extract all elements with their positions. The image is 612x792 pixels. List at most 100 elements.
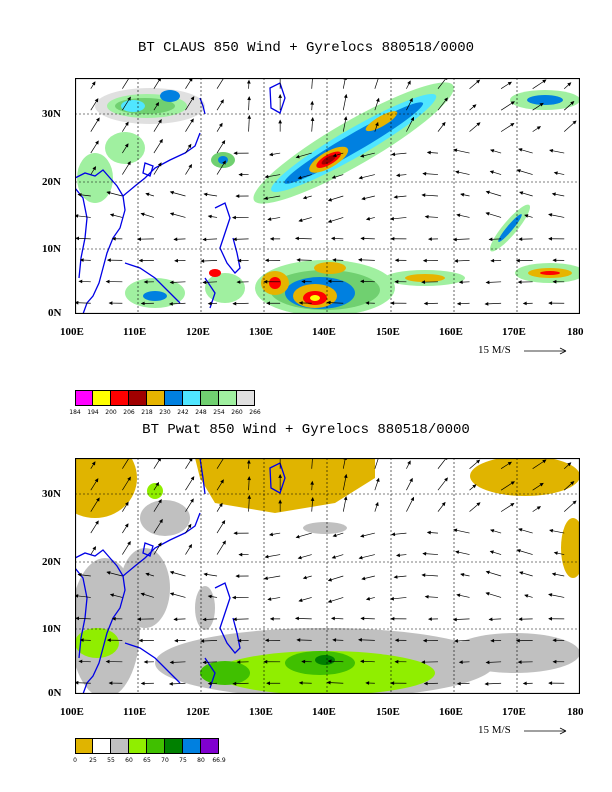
wind-vector-head: [452, 617, 457, 622]
wind-vector-head: [393, 575, 398, 579]
wind-vector-head: [518, 528, 523, 532]
wind-vector-head: [190, 96, 195, 101]
top-colorbar-tick-label: 184: [69, 409, 81, 416]
bottom-lon-label-140e: 140E: [312, 706, 336, 718]
wind-vector-head: [158, 119, 162, 124]
wind-vector-head: [524, 214, 529, 218]
wind-vector-head: [125, 121, 129, 126]
wind-vector-head: [552, 659, 557, 664]
wind-vector-head: [548, 236, 553, 241]
top-colorbar-swatch: [147, 390, 165, 406]
wind-vector-head: [360, 659, 364, 664]
wind-vector-head: [327, 599, 332, 603]
wind-vector-head: [235, 194, 240, 198]
bottom-lon-label-130e: 130E: [249, 706, 273, 718]
wind-vector-head: [159, 138, 163, 144]
wind-vector-head: [263, 659, 268, 664]
top-panel-title: BT CLAUS 850 Wind + Gyrelocs 880518/0000: [137, 40, 475, 56]
wind-vector-head: [452, 237, 457, 242]
wind-vector-head: [507, 461, 512, 466]
wind-vector-head: [360, 153, 365, 158]
wind-vector-head: [551, 192, 556, 197]
wind-vector-head: [173, 237, 178, 242]
wind-vector-head: [235, 574, 240, 578]
top-colorbar-tick-label: 206: [123, 409, 135, 416]
wind-vector-head: [409, 97, 413, 103]
wind-vector-head: [232, 681, 237, 686]
wind-vector-head: [330, 236, 335, 241]
wind-vector-head: [423, 681, 428, 686]
wind-vector-head: [551, 572, 556, 577]
wind-vector-head: [263, 279, 268, 284]
wind-vector-head: [518, 617, 523, 622]
wind-vector-head: [539, 102, 544, 107]
wind-vector-head: [310, 480, 314, 485]
wind-vector-head: [247, 494, 252, 499]
wind-vector-head: [365, 216, 371, 221]
top-colorbar: 184 194 200 206 218 230 242 248 254 260 266: [69, 390, 261, 420]
top-colorbar-swatch: [237, 390, 255, 406]
wind-vector-head: [188, 164, 193, 169]
wind-vector-head: [91, 81, 96, 86]
wind-vector-head: [233, 531, 238, 536]
wind-vector-head: [327, 197, 333, 202]
wind-vector-head: [360, 616, 365, 621]
bottom-vector-scale-arrow: [524, 727, 567, 735]
wind-vector-head: [476, 459, 481, 464]
wind-vector-head: [360, 533, 365, 538]
wind-vector-head: [75, 300, 79, 305]
wind-vector-head: [542, 459, 547, 464]
wind-vector-head: [75, 594, 79, 598]
top-colorbar-tick-label: 266: [249, 409, 261, 416]
wind-vector-head: [365, 596, 371, 601]
wind-vector-head: [95, 140, 99, 145]
wind-vector-head: [519, 571, 524, 575]
wind-vector-head: [207, 301, 212, 306]
wind-vector-head: [75, 214, 79, 218]
wind-vector-head: [460, 192, 465, 197]
wind-vector-head: [444, 477, 448, 482]
bottom-colorbar-tick-label: 65: [143, 757, 151, 764]
wind-vector-head: [488, 617, 493, 622]
wind-vector-head: [548, 213, 553, 217]
top-colorbar-tick-label: 242: [177, 409, 189, 416]
wind-vector-head: [302, 575, 307, 580]
bottom-map: [75, 458, 580, 694]
wind-vector-head: [105, 659, 110, 664]
wind-vector-head: [441, 121, 446, 127]
bottom-colorbar-swatch: [183, 738, 201, 754]
wind-vector-head: [376, 97, 380, 103]
wind-vector-head: [516, 169, 521, 173]
wind-vector-head: [390, 616, 395, 621]
wind-vector-head: [232, 237, 237, 242]
wind-vector-head: [358, 637, 362, 642]
wind-vector-head: [266, 301, 271, 306]
bottom-colorbar-swatch: [75, 738, 93, 754]
wind-vector-head: [295, 154, 300, 159]
wind-vector-head: [330, 616, 335, 621]
wind-vector-head: [360, 279, 364, 284]
wind-vector-head: [410, 496, 415, 502]
wind-vector-head: [396, 173, 401, 178]
wind-vector-head: [238, 172, 243, 177]
wind-vector-head: [127, 476, 131, 481]
wind-vector-head: [389, 216, 395, 221]
wind-vector-head: [518, 148, 523, 152]
wind-vector-head: [294, 236, 299, 241]
wind-vector-head: [485, 280, 490, 285]
wind-vector-head: [124, 143, 129, 148]
top-lat-label-20n: 20N: [42, 176, 61, 188]
wind-vector-head: [207, 214, 212, 219]
wind-vector-head: [455, 170, 460, 175]
wind-vector-head: [326, 300, 331, 305]
wind-vector-head: [517, 280, 522, 284]
wind-vector-head: [485, 212, 490, 216]
wind-vector-head: [570, 481, 575, 485]
wind-vector-head: [507, 81, 512, 86]
wind-vector-head: [510, 101, 515, 105]
wind-vector-head: [515, 638, 520, 643]
bottom-colorbar-tick-label: 25: [89, 757, 97, 764]
wind-vector-head: [542, 79, 547, 84]
wind-vector-head: [269, 237, 274, 241]
wind-vector-head: [517, 660, 522, 664]
